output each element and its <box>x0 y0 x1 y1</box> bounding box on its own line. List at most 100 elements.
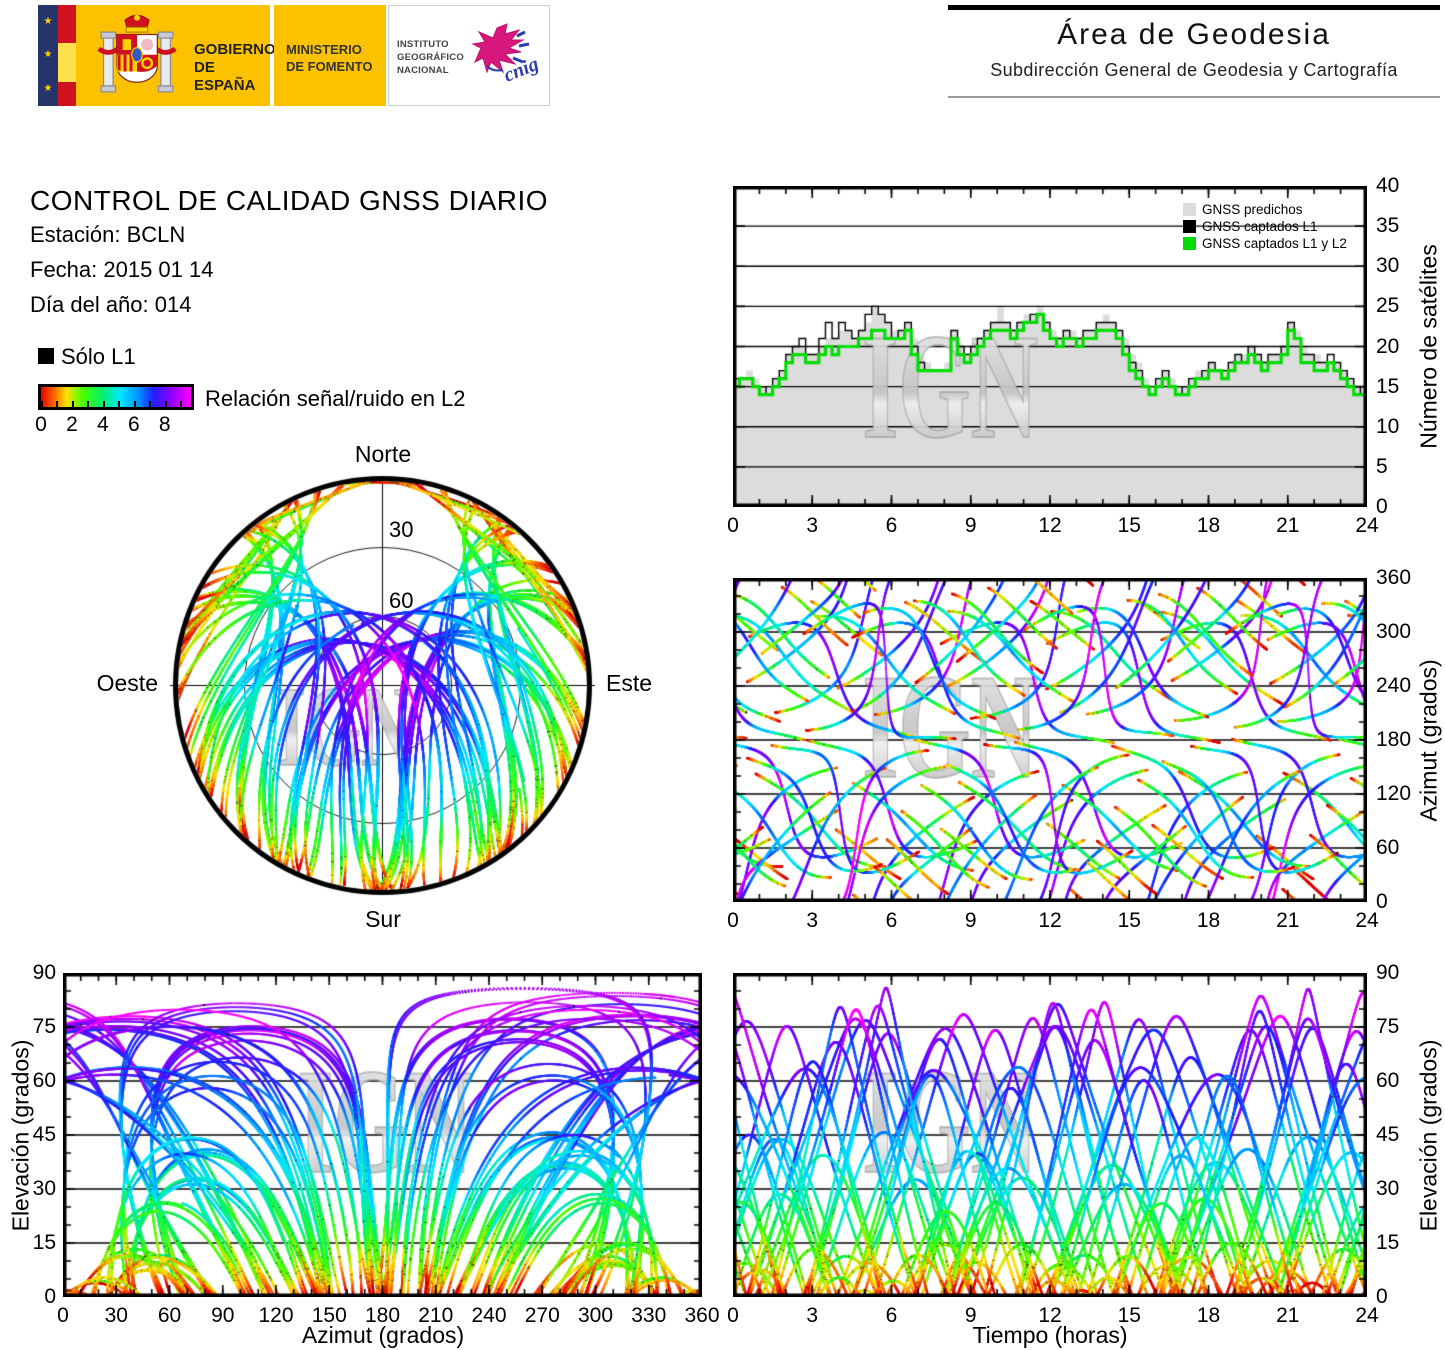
legend-swatch-captados-l1-l2 <box>1183 237 1196 250</box>
y-tick-label: 20 <box>1376 334 1400 358</box>
skyplot-west-label: Oeste <box>96 670 158 696</box>
y-tick-label: 25 <box>1376 294 1400 318</box>
legend-item-captados-l1: GNSS captados L1 <box>1183 219 1318 234</box>
eu-stars-band: ★ ★ ★ <box>38 5 58 106</box>
c4-ylabel: Elevación (grados) <box>1415 1039 1442 1232</box>
elevation-azimuth-chart-canvas <box>63 973 702 1297</box>
snr-colorbar-title: Relación señal/ruido en L2 <box>205 386 466 411</box>
legend-label-captados-l1-l2: GNSS captados L1 y L2 <box>1202 236 1347 251</box>
x-tick-label: 24 <box>1355 1304 1379 1327</box>
y-tick-label: 10 <box>1376 414 1400 438</box>
spain-coat-of-arms-icon <box>97 14 177 93</box>
y-tick-label: 60 <box>1376 1069 1400 1092</box>
colorbar-tick <box>180 401 183 407</box>
x-tick-label: 15 <box>1117 514 1141 537</box>
legend-item-captados-l1-l2: GNSS captados L1 y L2 <box>1183 236 1347 251</box>
x-tick-label: 21 <box>1276 514 1300 537</box>
colorbar-tick <box>71 401 74 407</box>
colorbar-tick-label: 2 <box>66 413 78 436</box>
y-tick-label: 0 <box>1376 1285 1388 1308</box>
legend-label-predichos: GNSS predichos <box>1202 202 1303 217</box>
colorbar-tick <box>149 401 152 407</box>
x-tick-label: 15 <box>1117 1304 1141 1327</box>
legend-label-captados-l1: GNSS captados L1 <box>1202 219 1318 234</box>
header-bottom-rule <box>948 96 1440 98</box>
colorbar-tick-label: 4 <box>97 413 109 436</box>
colorbar-tick <box>118 401 121 407</box>
y-tick-label: 15 <box>1376 374 1400 398</box>
colorbar-tick-label: 0 <box>35 413 47 436</box>
x-tick-label: 0 <box>727 909 739 932</box>
skyplot-east-label: Este <box>606 670 653 696</box>
x-tick-label: 6 <box>885 1304 898 1327</box>
x-tick-label: 330 <box>631 1304 667 1327</box>
x-tick-label: 18 <box>1196 1304 1221 1327</box>
x-tick-label: 360 <box>684 1304 720 1327</box>
azimuth-time-chart-canvas <box>733 578 1367 902</box>
skyplot-canvas <box>170 473 595 898</box>
y-tick-label: 30 <box>1376 1177 1400 1200</box>
y-tick-label: 45 <box>1376 1123 1400 1146</box>
x-tick-label: 12 <box>1038 514 1062 537</box>
x-tick-label: 24 <box>1355 909 1379 932</box>
y-tick-label: 90 <box>1376 961 1400 984</box>
x-tick-label: 9 <box>964 514 977 537</box>
y-tick-label: 15 <box>1376 1231 1400 1254</box>
y-tick-label: 0 <box>44 1285 56 1308</box>
y-tick-label: 360 <box>1376 566 1412 589</box>
y-tick-label: 45 <box>32 1123 56 1146</box>
colorbar-tick <box>41 401 43 407</box>
x-tick-label: 300 <box>577 1304 614 1327</box>
x-tick-label: 150 <box>311 1304 347 1327</box>
y-tick-label: 30 <box>1376 254 1400 278</box>
x-tick-label: 6 <box>885 909 898 932</box>
colorbar-tick-label: 6 <box>127 413 140 436</box>
c3-ylabel: Elevación (grados) <box>7 1039 34 1232</box>
colorbar-tick <box>133 401 136 407</box>
y-tick-label: 40 <box>1376 174 1400 197</box>
y-tick-label: 120 <box>1376 782 1412 805</box>
c4-xlabel: Tiempo (horas) <box>972 1322 1128 1348</box>
gobierno-label: GOBIERNO DE ESPAÑA <box>194 41 276 94</box>
x-tick-label: 270 <box>524 1304 560 1327</box>
solo-l1-swatch <box>38 348 54 364</box>
y-tick-label: 75 <box>1376 1015 1400 1038</box>
solo-l1-label: Sólo L1 <box>61 344 136 369</box>
y-tick-label: 0 <box>1376 890 1388 913</box>
colorbar-tick-label: 8 <box>158 413 171 436</box>
station-line: Estación: BCLN <box>30 222 186 247</box>
y-tick-label: 15 <box>32 1231 56 1254</box>
x-tick-label: 0 <box>727 1304 739 1327</box>
cnig-logo-icon: cnig <box>471 23 542 87</box>
x-tick-label: 0 <box>727 514 739 537</box>
x-tick-label: 9 <box>964 1304 977 1327</box>
x-tick-label: 30 <box>104 1304 128 1327</box>
skyplot-north-label: Norte <box>354 441 412 467</box>
c2-ylabel: Azimut (grados) <box>1415 659 1442 822</box>
legend-item-predichos: GNSS predichos <box>1183 202 1303 217</box>
x-tick-label: 210 <box>418 1304 454 1327</box>
legend-swatch-captados-l1 <box>1183 220 1196 233</box>
colorbar-tick <box>87 401 90 407</box>
colorbar-tick <box>164 401 167 407</box>
x-tick-label: 12 <box>1038 909 1062 932</box>
y-tick-label: 5 <box>1376 454 1388 478</box>
x-tick-label: 9 <box>964 909 977 932</box>
star-icon: ★ <box>43 49 53 61</box>
colorbar-tick <box>56 401 59 407</box>
y-tick-label: 0 <box>1376 495 1388 518</box>
y-tick-label: 240 <box>1376 674 1412 697</box>
c3-xlabel: Azimut (grados) <box>301 1322 465 1348</box>
x-tick-label: 24 <box>1355 514 1379 537</box>
area-title: Área de Geodesia <box>1057 18 1331 51</box>
x-tick-label: 12 <box>1038 1304 1062 1327</box>
star-icon: ★ <box>43 83 53 95</box>
x-tick-label: 18 <box>1196 909 1221 932</box>
x-tick-label: 3 <box>806 909 819 932</box>
y-tick-label: 60 <box>1376 836 1400 859</box>
ministerio-block: MINISTERIO DE FOMENTO <box>274 5 386 106</box>
x-tick-label: 21 <box>1276 1304 1300 1327</box>
x-tick-label: 60 <box>157 1304 182 1327</box>
elevation-time-chart-canvas <box>733 973 1367 1297</box>
x-tick-label: 90 <box>211 1304 235 1327</box>
